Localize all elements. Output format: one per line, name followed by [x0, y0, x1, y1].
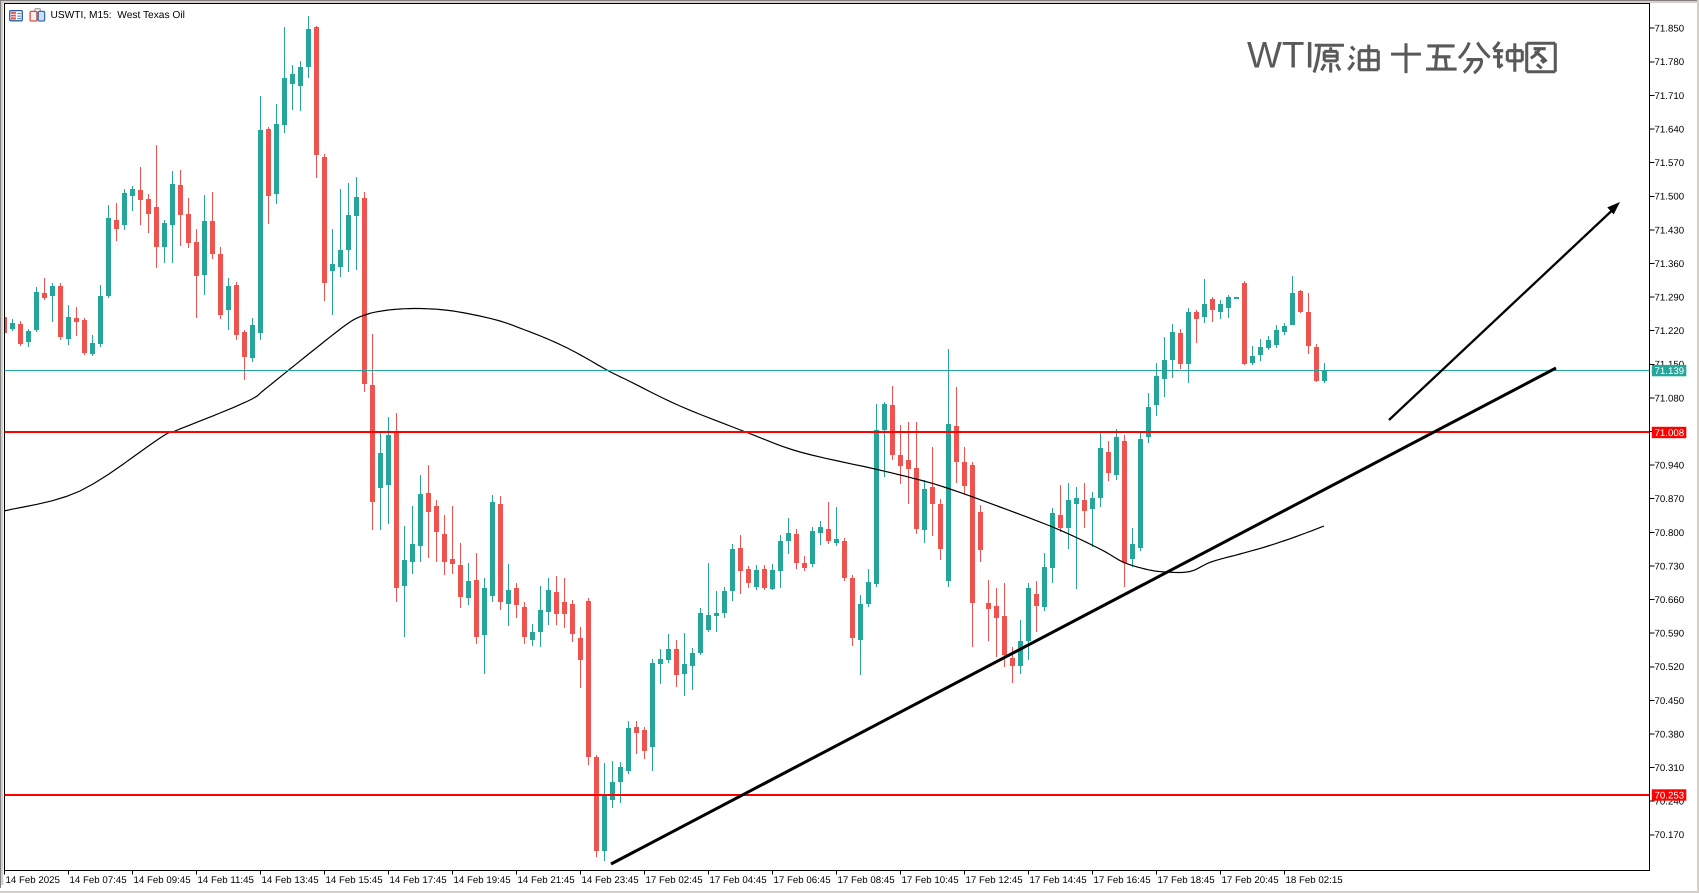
- svg-text:17 Feb 20:45: 17 Feb 20:45: [1222, 875, 1279, 886]
- svg-text:WTI: WTI: [1247, 35, 1315, 76]
- svg-text:17 Feb 14:45: 17 Feb 14:45: [1030, 875, 1087, 886]
- svg-text:70.730: 70.730: [1655, 561, 1685, 572]
- svg-text:71.290: 71.290: [1655, 293, 1685, 304]
- svg-text:14 Feb 2025: 14 Feb 2025: [6, 875, 60, 886]
- svg-text:71.780: 71.780: [1655, 57, 1685, 68]
- svg-text:70.940: 70.940: [1655, 461, 1685, 472]
- svg-text:14 Feb 13:45: 14 Feb 13:45: [262, 875, 319, 886]
- svg-text:71.220: 71.220: [1655, 326, 1685, 337]
- svg-text:71.008: 71.008: [1655, 428, 1685, 439]
- svg-text:17 Feb 12:45: 17 Feb 12:45: [966, 875, 1023, 886]
- svg-text:71.570: 71.570: [1655, 158, 1685, 169]
- svg-text:70.870: 70.870: [1655, 494, 1685, 505]
- svg-text:14 Feb 17:45: 14 Feb 17:45: [390, 875, 447, 886]
- svg-text:70.310: 70.310: [1655, 763, 1685, 774]
- svg-text:70.240: 70.240: [1655, 797, 1685, 808]
- svg-text:70.450: 70.450: [1655, 696, 1685, 707]
- svg-text:71.139: 71.139: [1655, 366, 1685, 377]
- svg-text:17 Feb 02:45: 17 Feb 02:45: [646, 875, 703, 886]
- svg-text:14 Feb 07:45: 14 Feb 07:45: [70, 875, 127, 886]
- svg-text:14 Feb 21:45: 14 Feb 21:45: [518, 875, 575, 886]
- svg-text:70.380: 70.380: [1655, 729, 1685, 740]
- svg-text:70.520: 70.520: [1655, 662, 1685, 673]
- svg-text:17 Feb 10:45: 17 Feb 10:45: [902, 875, 959, 886]
- svg-text:17 Feb 18:45: 17 Feb 18:45: [1158, 875, 1215, 886]
- svg-text:71.500: 71.500: [1655, 192, 1685, 203]
- svg-text:70.660: 70.660: [1655, 595, 1685, 606]
- svg-text:71.080: 71.080: [1655, 393, 1685, 404]
- svg-text:17 Feb 08:45: 17 Feb 08:45: [838, 875, 895, 886]
- svg-text:71.850: 71.850: [1655, 24, 1685, 35]
- svg-text:71.640: 71.640: [1655, 124, 1685, 135]
- svg-text:14 Feb 19:45: 14 Feb 19:45: [454, 875, 511, 886]
- svg-text:17 Feb 06:45: 17 Feb 06:45: [774, 875, 831, 886]
- svg-text:18 Feb 02:15: 18 Feb 02:15: [1286, 875, 1343, 886]
- svg-text:70.170: 70.170: [1655, 830, 1685, 841]
- svg-text:USWTI, M15: West Texas Oil: USWTI, M15: West Texas Oil: [51, 10, 185, 21]
- svg-text:71.430: 71.430: [1655, 225, 1685, 236]
- svg-text:14 Feb 11:45: 14 Feb 11:45: [198, 875, 254, 886]
- svg-text:14 Feb 23:45: 14 Feb 23:45: [582, 875, 639, 886]
- svg-text:17 Feb 04:45: 17 Feb 04:45: [710, 875, 767, 886]
- svg-text:17 Feb 16:45: 17 Feb 16:45: [1094, 875, 1151, 886]
- svg-text:71.360: 71.360: [1655, 259, 1685, 270]
- svg-text:14 Feb 15:45: 14 Feb 15:45: [326, 875, 383, 886]
- svg-text:14 Feb 09:45: 14 Feb 09:45: [134, 875, 191, 886]
- svg-text:70.253: 70.253: [1655, 790, 1685, 801]
- svg-text:70.800: 70.800: [1655, 528, 1685, 539]
- svg-text:70.590: 70.590: [1655, 629, 1685, 640]
- svg-text:71.710: 71.710: [1655, 91, 1685, 102]
